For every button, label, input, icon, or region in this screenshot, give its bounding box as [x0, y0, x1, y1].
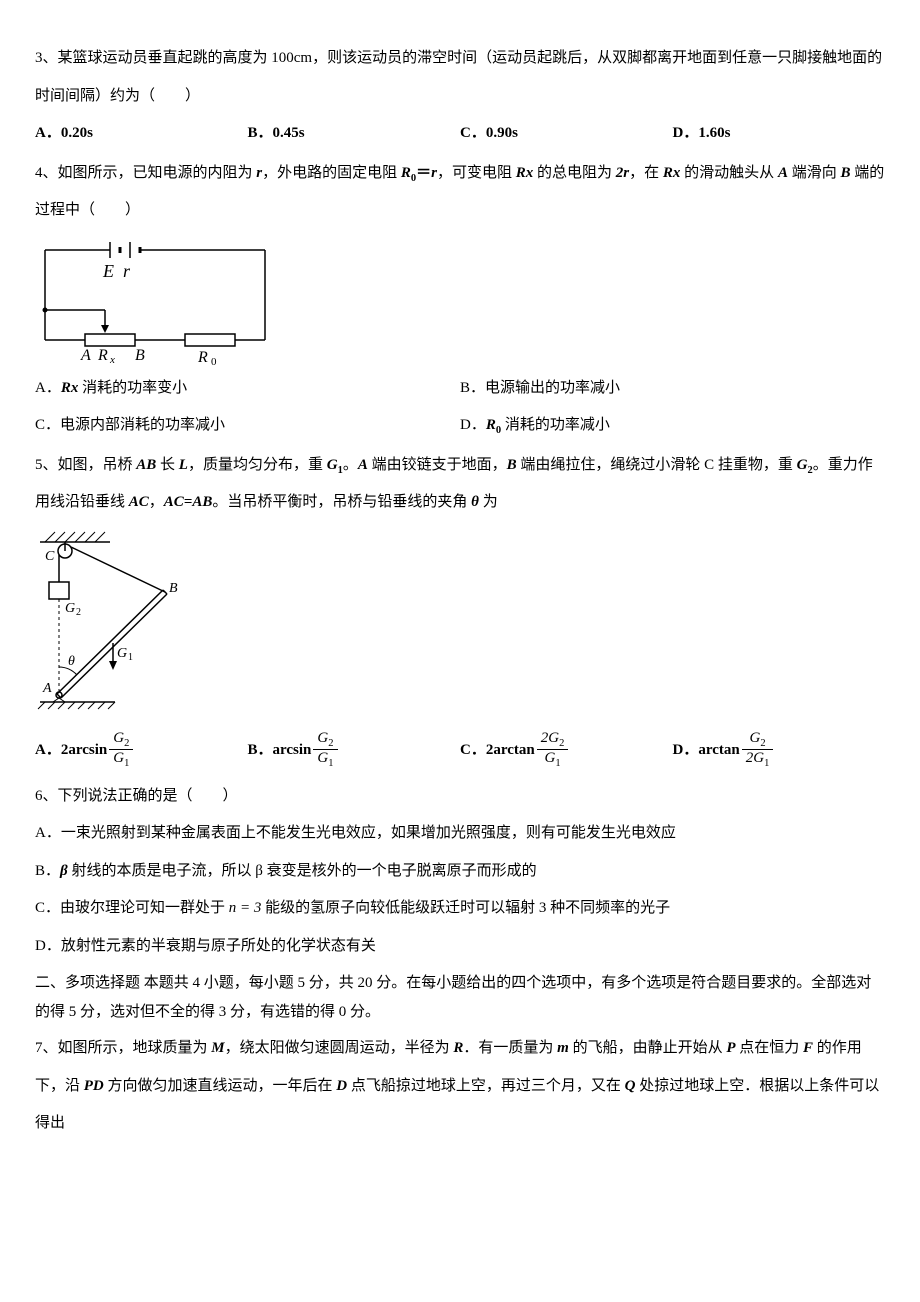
question-7: 7、如图所示，地球质量为 M，绕太阳做匀速圆周运动，半径为 R．有一质量为 m …	[35, 1030, 885, 1143]
q6-opt-d: D．放射性元素的半衰期与原子所处的化学状态有关	[35, 928, 885, 966]
question-3: 3、某篮球运动员垂直起跳的高度为 100cm，则该运动员的滞空时间（运动员起跳后…	[35, 40, 885, 153]
svg-text:B: B	[169, 581, 178, 596]
q4-opt-b: B．电源输出的功率减小	[460, 370, 885, 408]
q3-opt-b: B．0.45s	[248, 115, 461, 153]
svg-text:C: C	[45, 549, 55, 564]
q7-text: 7、如图所示，地球质量为 M，绕太阳做匀速圆周运动，半径为 R．有一质量为 m …	[35, 1030, 885, 1143]
q4-opt-a: A．Rx 消耗的功率变小	[35, 370, 460, 408]
question-6: 6、下列说法正确的是（ ） A．一束光照射到某种金属表面上不能发生光电效应，如果…	[35, 778, 885, 966]
svg-text:x: x	[109, 354, 115, 365]
q4-opt-d: D．R0 消耗的功率减小	[460, 407, 885, 445]
q5-opt-d: D．arctanG22G1	[673, 730, 886, 770]
q6-text: 6、下列说法正确的是（ ）	[35, 778, 885, 816]
svg-text:R: R	[97, 347, 108, 364]
circuit-diagram: E r A B R x R 0	[35, 235, 275, 365]
q5-opt-b: B．arcsinG2G1	[248, 730, 461, 770]
q5-opt-a: A．2arcsinG2G1	[35, 730, 248, 770]
q3-opt-a: A．0.20s	[35, 115, 248, 153]
svg-text:A: A	[42, 681, 52, 696]
question-4: 4、如图所示，已知电源的内阻为 r，外电路的固定电阻 R0＝r，可变电阻 Rx …	[35, 155, 885, 445]
q3-opt-d: D．1.60s	[673, 115, 886, 153]
q6-opt-a: A．一束光照射到某种金属表面上不能发生光电效应，如果增加光照强度，则有可能发生光…	[35, 815, 885, 853]
svg-text:B: B	[135, 347, 145, 364]
svg-text:θ: θ	[68, 654, 75, 669]
svg-text:r: r	[123, 261, 131, 281]
svg-text:R: R	[197, 349, 208, 365]
q5-text: 5、如图，吊桥 AB 长 L，质量均匀分布，重 G1。A 端由铰链支于地面，B …	[35, 447, 885, 522]
q4-opt-c: C．电源内部消耗的功率减小	[35, 407, 460, 445]
q5-opt-c: C．2arctan2G2G1	[460, 730, 673, 770]
svg-text:1: 1	[128, 652, 133, 663]
svg-text:2: 2	[76, 607, 81, 618]
svg-text:G: G	[65, 601, 75, 616]
bridge-diagram: C B G 2 θ G 1 A	[35, 527, 195, 722]
q6-opt-b: B．β 射线的本质是电子流，所以 β 衰变是核外的一个电子脱离原子而形成的	[35, 853, 885, 891]
q5-options: A．2arcsinG2G1 B．arcsinG2G1 C．2arctan2G2G…	[35, 730, 885, 770]
q3-opt-c: C．0.90s	[460, 115, 673, 153]
section-2-title: 二、多项选择题 本题共 4 小题，每小题 5 分，共 20 分。在每小题给出的四…	[35, 969, 885, 1026]
question-5: 5、如图，吊桥 AB 长 L，质量均匀分布，重 G1。A 端由铰链支于地面，B …	[35, 447, 885, 770]
svg-text:0: 0	[211, 356, 217, 365]
svg-text:A: A	[80, 347, 91, 364]
q3-options: A．0.20s B．0.45s C．0.90s D．1.60s	[35, 115, 885, 153]
q6-opt-c: C．由玻尔理论可知一群处于 n = 3 能级的氢原子向较低能级跃迁时可以辐射 3…	[35, 890, 885, 928]
q6-options: A．一束光照射到某种金属表面上不能发生光电效应，如果增加光照强度，则有可能发生光…	[35, 815, 885, 965]
q4-options: A．Rx 消耗的功率变小 B．电源输出的功率减小 C．电源内部消耗的功率减小 D…	[35, 370, 885, 445]
q3-text: 3、某篮球运动员垂直起跳的高度为 100cm，则该运动员的滞空时间（运动员起跳后…	[35, 40, 885, 115]
svg-text:G: G	[117, 646, 127, 661]
q4-text: 4、如图所示，已知电源的内阻为 r，外电路的固定电阻 R0＝r，可变电阻 Rx …	[35, 155, 885, 230]
svg-text:E: E	[102, 261, 114, 281]
